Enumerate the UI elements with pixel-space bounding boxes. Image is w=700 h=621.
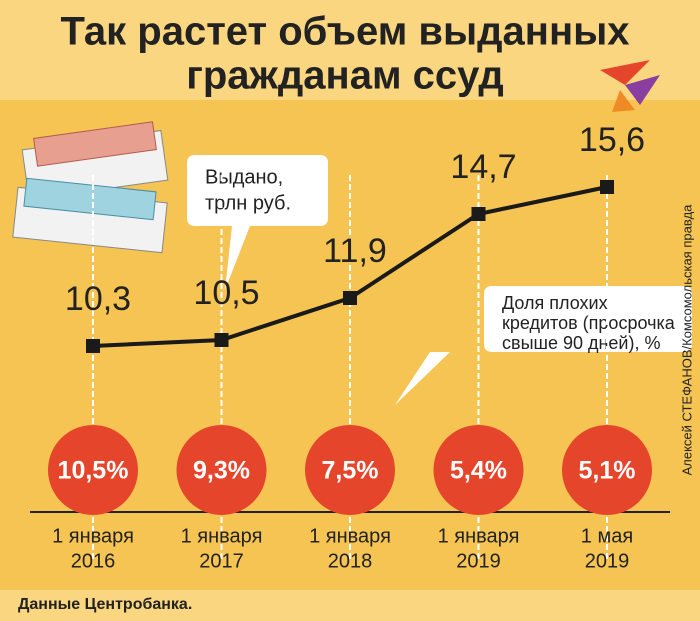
data-label: 10,3 [65, 280, 131, 318]
callout [395, 286, 692, 405]
data-point [214, 333, 229, 347]
data-point [600, 180, 614, 194]
x-tick-label: 1 января [309, 525, 391, 547]
title-band [0, 0, 700, 100]
data-point [471, 207, 486, 221]
callout-text: Доля плохих [502, 293, 608, 313]
x-tick-label: 2019 [585, 550, 630, 572]
chart-title: Так растет объем выданных [60, 10, 629, 54]
callout-text: кредитов (просрочка [502, 313, 676, 333]
callout-text: Выдано, [205, 166, 283, 188]
data-label: 14,7 [450, 148, 516, 186]
rate-label: 5,1% [579, 457, 636, 485]
rate-circle [48, 425, 138, 515]
x-tick-label: 2019 [456, 550, 501, 572]
x-tick-label: 1 января [438, 525, 520, 547]
rate-circle [176, 425, 267, 515]
x-tick-label: 1 января [181, 525, 263, 547]
callout-text: свыше 90 дней), % [502, 333, 660, 353]
data-point [86, 339, 100, 353]
rate-circle [562, 425, 652, 515]
data-label: 11,9 [323, 232, 387, 270]
rate-label: 5,4% [450, 457, 507, 485]
data-label: 15,6 [579, 121, 645, 159]
footer-band [0, 590, 700, 621]
source: Данные Центробанка. [18, 596, 192, 613]
rate-label: 7,5% [322, 457, 379, 485]
x-tick-label: 2018 [328, 550, 373, 572]
data-label: 10,5 [193, 274, 259, 312]
x-tick-label: 1 мая [581, 525, 633, 547]
rate-circle [305, 425, 395, 515]
credit: Алексей СТЕФАНОВ/Комсомольская правда [679, 204, 694, 476]
x-tick-label: 2016 [71, 550, 116, 572]
data-point [343, 291, 357, 305]
rate-circle [433, 425, 524, 515]
chart-title: гражданам ссуд [186, 54, 504, 98]
callout-text: трлн руб. [205, 192, 291, 214]
x-tick-label: 1 января [52, 525, 134, 547]
logo [600, 60, 660, 112]
rate-label: 9,3% [193, 457, 250, 485]
rate-label: 10,5% [58, 457, 129, 485]
x-tick-label: 2017 [199, 550, 244, 572]
money-illustration [12, 121, 169, 254]
